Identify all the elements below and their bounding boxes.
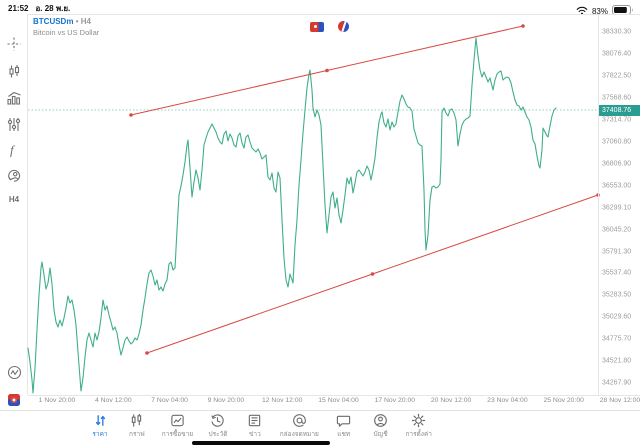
date-tick: 23 Nov 04:00 <box>487 397 528 404</box>
price-tick: 36299.10 <box>602 204 632 212</box>
chart-side-toolbar: f H4 <box>0 14 28 406</box>
date-tick: 20 Nov 12:00 <box>430 397 472 404</box>
price-tick: 34267.90 <box>602 379 632 387</box>
timeframe-button[interactable]: H4 <box>0 195 28 204</box>
chart-header: BTCUSDm • H4 Bitcoin vs US Dollar <box>33 17 99 37</box>
clock-time: 21:52 <box>8 4 29 13</box>
trade-chart-icon <box>170 413 185 428</box>
bottom-tab-bar: ราคา กราฟ การซื้อขาย ประวัติ <box>88 413 432 439</box>
profile-person-icon <box>373 413 388 428</box>
price-tick: 35029.60 <box>602 313 632 321</box>
trendline-handle[interactable] <box>145 351 149 355</box>
date-tick: 12 Nov 12:00 <box>261 397 303 404</box>
timeframe-label: H4 <box>8 195 20 204</box>
price-tick: 34521.80 <box>602 357 632 365</box>
tab-charts[interactable]: กราฟ <box>125 413 149 439</box>
price-tick: 37822.50 <box>602 72 632 80</box>
price-axis-divider <box>598 14 599 395</box>
candlestick-chart-icon <box>129 413 144 428</box>
time-axis-divider <box>28 395 640 396</box>
date-tick: 9 Nov 20:00 <box>207 397 245 404</box>
trendline-handle[interactable] <box>325 68 329 73</box>
objects-settings-button[interactable] <box>0 117 28 132</box>
price-tick: 37314.70 <box>602 116 632 124</box>
current-price-label: 37408.76 <box>599 105 640 116</box>
svg-text:f: f <box>10 143 16 158</box>
tabbar-divider <box>0 410 640 411</box>
function-indicator-button[interactable]: f <box>0 142 28 158</box>
price-tick: 36045.20 <box>602 226 632 234</box>
symbol-name[interactable]: BTCUSDm <box>33 17 74 26</box>
date-tick: 7 Nov 04:00 <box>151 397 188 404</box>
news-document-icon <box>247 413 262 428</box>
wifi-icon <box>576 2 588 20</box>
history-clock-icon <box>210 413 225 428</box>
symbol-separator: • <box>75 17 79 26</box>
home-indicator[interactable] <box>192 441 330 445</box>
trendline-handle[interactable] <box>521 24 525 28</box>
header-divider <box>0 14 640 15</box>
status-date: อ. 28 พ.ย. <box>35 4 71 13</box>
price-tick: 34775.70 <box>602 335 632 343</box>
tab-settings[interactable]: การตั้งค่า <box>405 413 432 439</box>
price-tick: 36806.90 <box>602 160 632 168</box>
price-tick: 35537.40 <box>602 269 632 277</box>
tab-history[interactable]: ประวัติ <box>206 413 230 439</box>
tab-account[interactable]: บัญชี <box>369 413 393 439</box>
quotes-arrows-icon <box>93 413 108 428</box>
date-tick: 25 Nov 20:00 <box>543 397 584 404</box>
chart-type-candles-button[interactable] <box>0 64 28 79</box>
tab-quotes[interactable]: ราคา <box>88 413 112 439</box>
server-flag-icon[interactable] <box>310 21 324 32</box>
connection-status <box>310 21 349 32</box>
app-logo-icon[interactable] <box>0 394 28 406</box>
status-bar: 21:52 อ. 28 พ.ย. 83% <box>0 0 640 16</box>
price-tick: 35283.50 <box>602 291 632 299</box>
date-tick: 1 Nov 20:00 <box>38 397 76 404</box>
price-axis: 38330.30 38076.40 37822.50 37568.60 37314.70… <box>601 0 640 447</box>
crosshair-tool-button[interactable] <box>0 37 28 51</box>
price-tick: 38076.40 <box>602 50 632 58</box>
rotate-account-button[interactable] <box>0 168 28 183</box>
price-tick: 37568.60 <box>602 94 632 102</box>
date-tick: 17 Nov 20:00 <box>374 397 416 404</box>
tab-trade[interactable]: การซื้อขาย <box>162 413 193 439</box>
trendline-handle[interactable] <box>370 272 375 276</box>
date-tick: 28 Nov 12:00 <box>599 397 640 404</box>
at-sign-icon <box>292 413 307 428</box>
date-axis: 1 Nov 20:00 4 Nov 12:00 7 Nov 04:00 9 Nov 2… <box>0 397 640 408</box>
gear-icon <box>411 413 426 428</box>
lower-channel-line[interactable] <box>146 194 599 354</box>
symbol-description: Bitcoin vs US Dollar <box>33 28 100 37</box>
tab-mailbox[interactable]: กล่องจดหมาย <box>280 413 319 439</box>
date-tick: 4 Nov 12:00 <box>94 397 132 404</box>
date-tick: 15 Nov 04:00 <box>318 397 359 404</box>
upper-channel-line[interactable] <box>130 25 524 116</box>
price-tick: 37060.80 <box>602 138 632 146</box>
price-line-series <box>27 37 557 394</box>
price-tick: 36553.00 <box>602 182 632 190</box>
price-tick: 35791.30 <box>602 248 632 255</box>
economic-calendar-icon[interactable] <box>0 365 28 380</box>
indicators-button[interactable] <box>0 91 28 105</box>
symbol-timeframe: H4 <box>80 17 91 26</box>
price-tick: 38330.30 <box>602 28 632 36</box>
tab-chat[interactable]: แชท <box>332 413 356 439</box>
chat-bubble-icon <box>336 413 351 428</box>
tab-news[interactable]: ข่าว <box>243 413 267 439</box>
battery-percent: 83% <box>591 6 608 16</box>
trendline-handle[interactable] <box>129 113 133 117</box>
connection-circle-icon[interactable] <box>338 21 349 32</box>
